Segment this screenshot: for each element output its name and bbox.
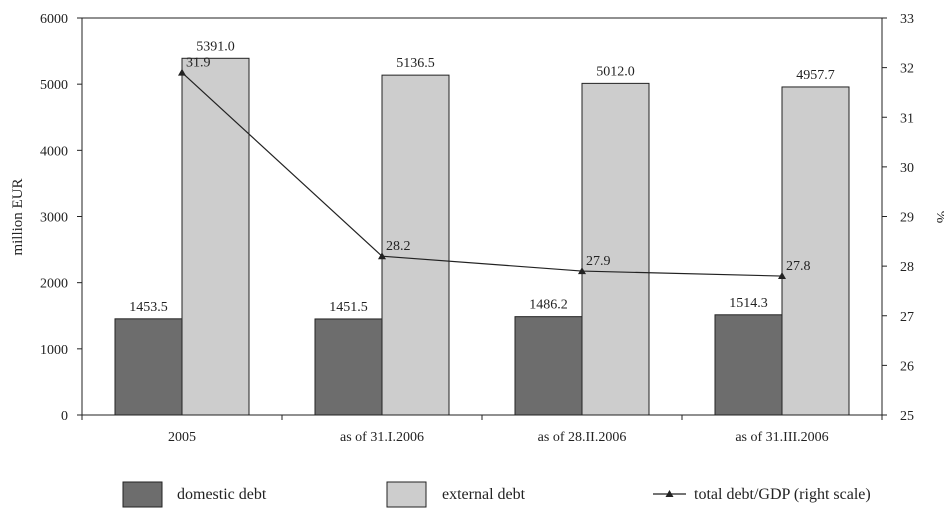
ratio-data-label: 28.2 [386, 239, 411, 254]
right-tick-label: 29 [900, 211, 914, 226]
y-axis-title: million EUR [10, 178, 26, 255]
right-tick-label: 27 [900, 310, 914, 325]
data-label-external-debt: 5391.0 [196, 39, 235, 54]
y2-axis-title: % [933, 211, 944, 224]
category-label: as of 28.II.2006 [538, 430, 627, 445]
ratio-line-path [181, 72, 783, 277]
legend-triangle-marker [665, 490, 674, 497]
legend-label-ratio: total debt/GDP (right scale) [694, 486, 871, 503]
left-tick-label: 1000 [40, 343, 68, 358]
left-axis-ticks: 0 1000 2000 3000 4000 5000 6000 [40, 12, 82, 424]
right-tick-label: 30 [900, 161, 914, 176]
bar-domestic-debt [314, 318, 383, 416]
left-tick-label: 6000 [40, 12, 68, 27]
ratio-data-label: 31.9 [186, 56, 211, 71]
data-label-external-debt: 5136.5 [396, 56, 435, 71]
bar-external-debt [181, 57, 250, 416]
legend-label-domestic: domestic debt [177, 486, 267, 503]
right-axis-ticks: 25 26 27 28 29 30 31 32 33 [882, 12, 914, 424]
data-label-domestic-debt: 1486.2 [529, 298, 568, 313]
data-label-domestic-debt: 1451.5 [329, 300, 368, 315]
bar-external-debt [781, 86, 850, 416]
ratio-data-label: 27.8 [786, 259, 811, 274]
bar-domestic-debt [114, 318, 183, 416]
data-label-domestic-debt: 1514.3 [729, 296, 768, 311]
ratio-point-marker [578, 267, 586, 275]
bars: 1453.5 1451.5 1486.2 1514.3 5391.0 5136.5 5012… [114, 39, 850, 416]
ratio-point-marker [378, 252, 386, 260]
legend-swatch-domestic [122, 481, 163, 508]
left-tick-label: 3000 [40, 211, 68, 226]
bar-domestic-debt [714, 314, 783, 416]
category-label: 2005 [168, 430, 196, 445]
left-tick-label: 4000 [40, 144, 68, 159]
right-tick-label: 26 [900, 359, 914, 374]
legend-swatch-external [386, 481, 427, 508]
category-label: as of 31.I.2006 [340, 430, 424, 445]
left-tick-label: 5000 [40, 78, 68, 93]
ratio-line: 31.9 28.2 27.9 27.8 [178, 56, 811, 280]
ratio-point-marker [178, 68, 186, 76]
legend-label-external: external debt [442, 486, 526, 503]
bar-external-debt [581, 82, 650, 416]
category-axis-labels: 2005 as of 31.I.2006 as of 28.II.2006 as of… [81, 415, 883, 445]
right-tick-label: 33 [900, 12, 914, 27]
data-label-external-debt: 4957.7 [796, 68, 835, 83]
data-label-external-debt: 5012.0 [596, 64, 635, 79]
ratio-point-marker [778, 272, 786, 280]
bar-domestic-debt [514, 316, 583, 416]
right-tick-label: 25 [900, 409, 914, 424]
category-label: as of 31.III.2006 [735, 430, 828, 445]
legend: domestic debt external debt total debt/GDP… [122, 481, 871, 508]
ratio-data-label: 27.9 [586, 254, 611, 269]
data-label-domestic-debt: 1453.5 [129, 300, 168, 315]
left-tick-label: 2000 [40, 277, 68, 292]
right-tick-label: 31 [900, 111, 914, 126]
right-tick-label: 28 [900, 260, 914, 275]
bar-external-debt [381, 74, 450, 416]
left-tick-label: 0 [61, 409, 68, 424]
right-tick-label: 32 [900, 62, 914, 77]
